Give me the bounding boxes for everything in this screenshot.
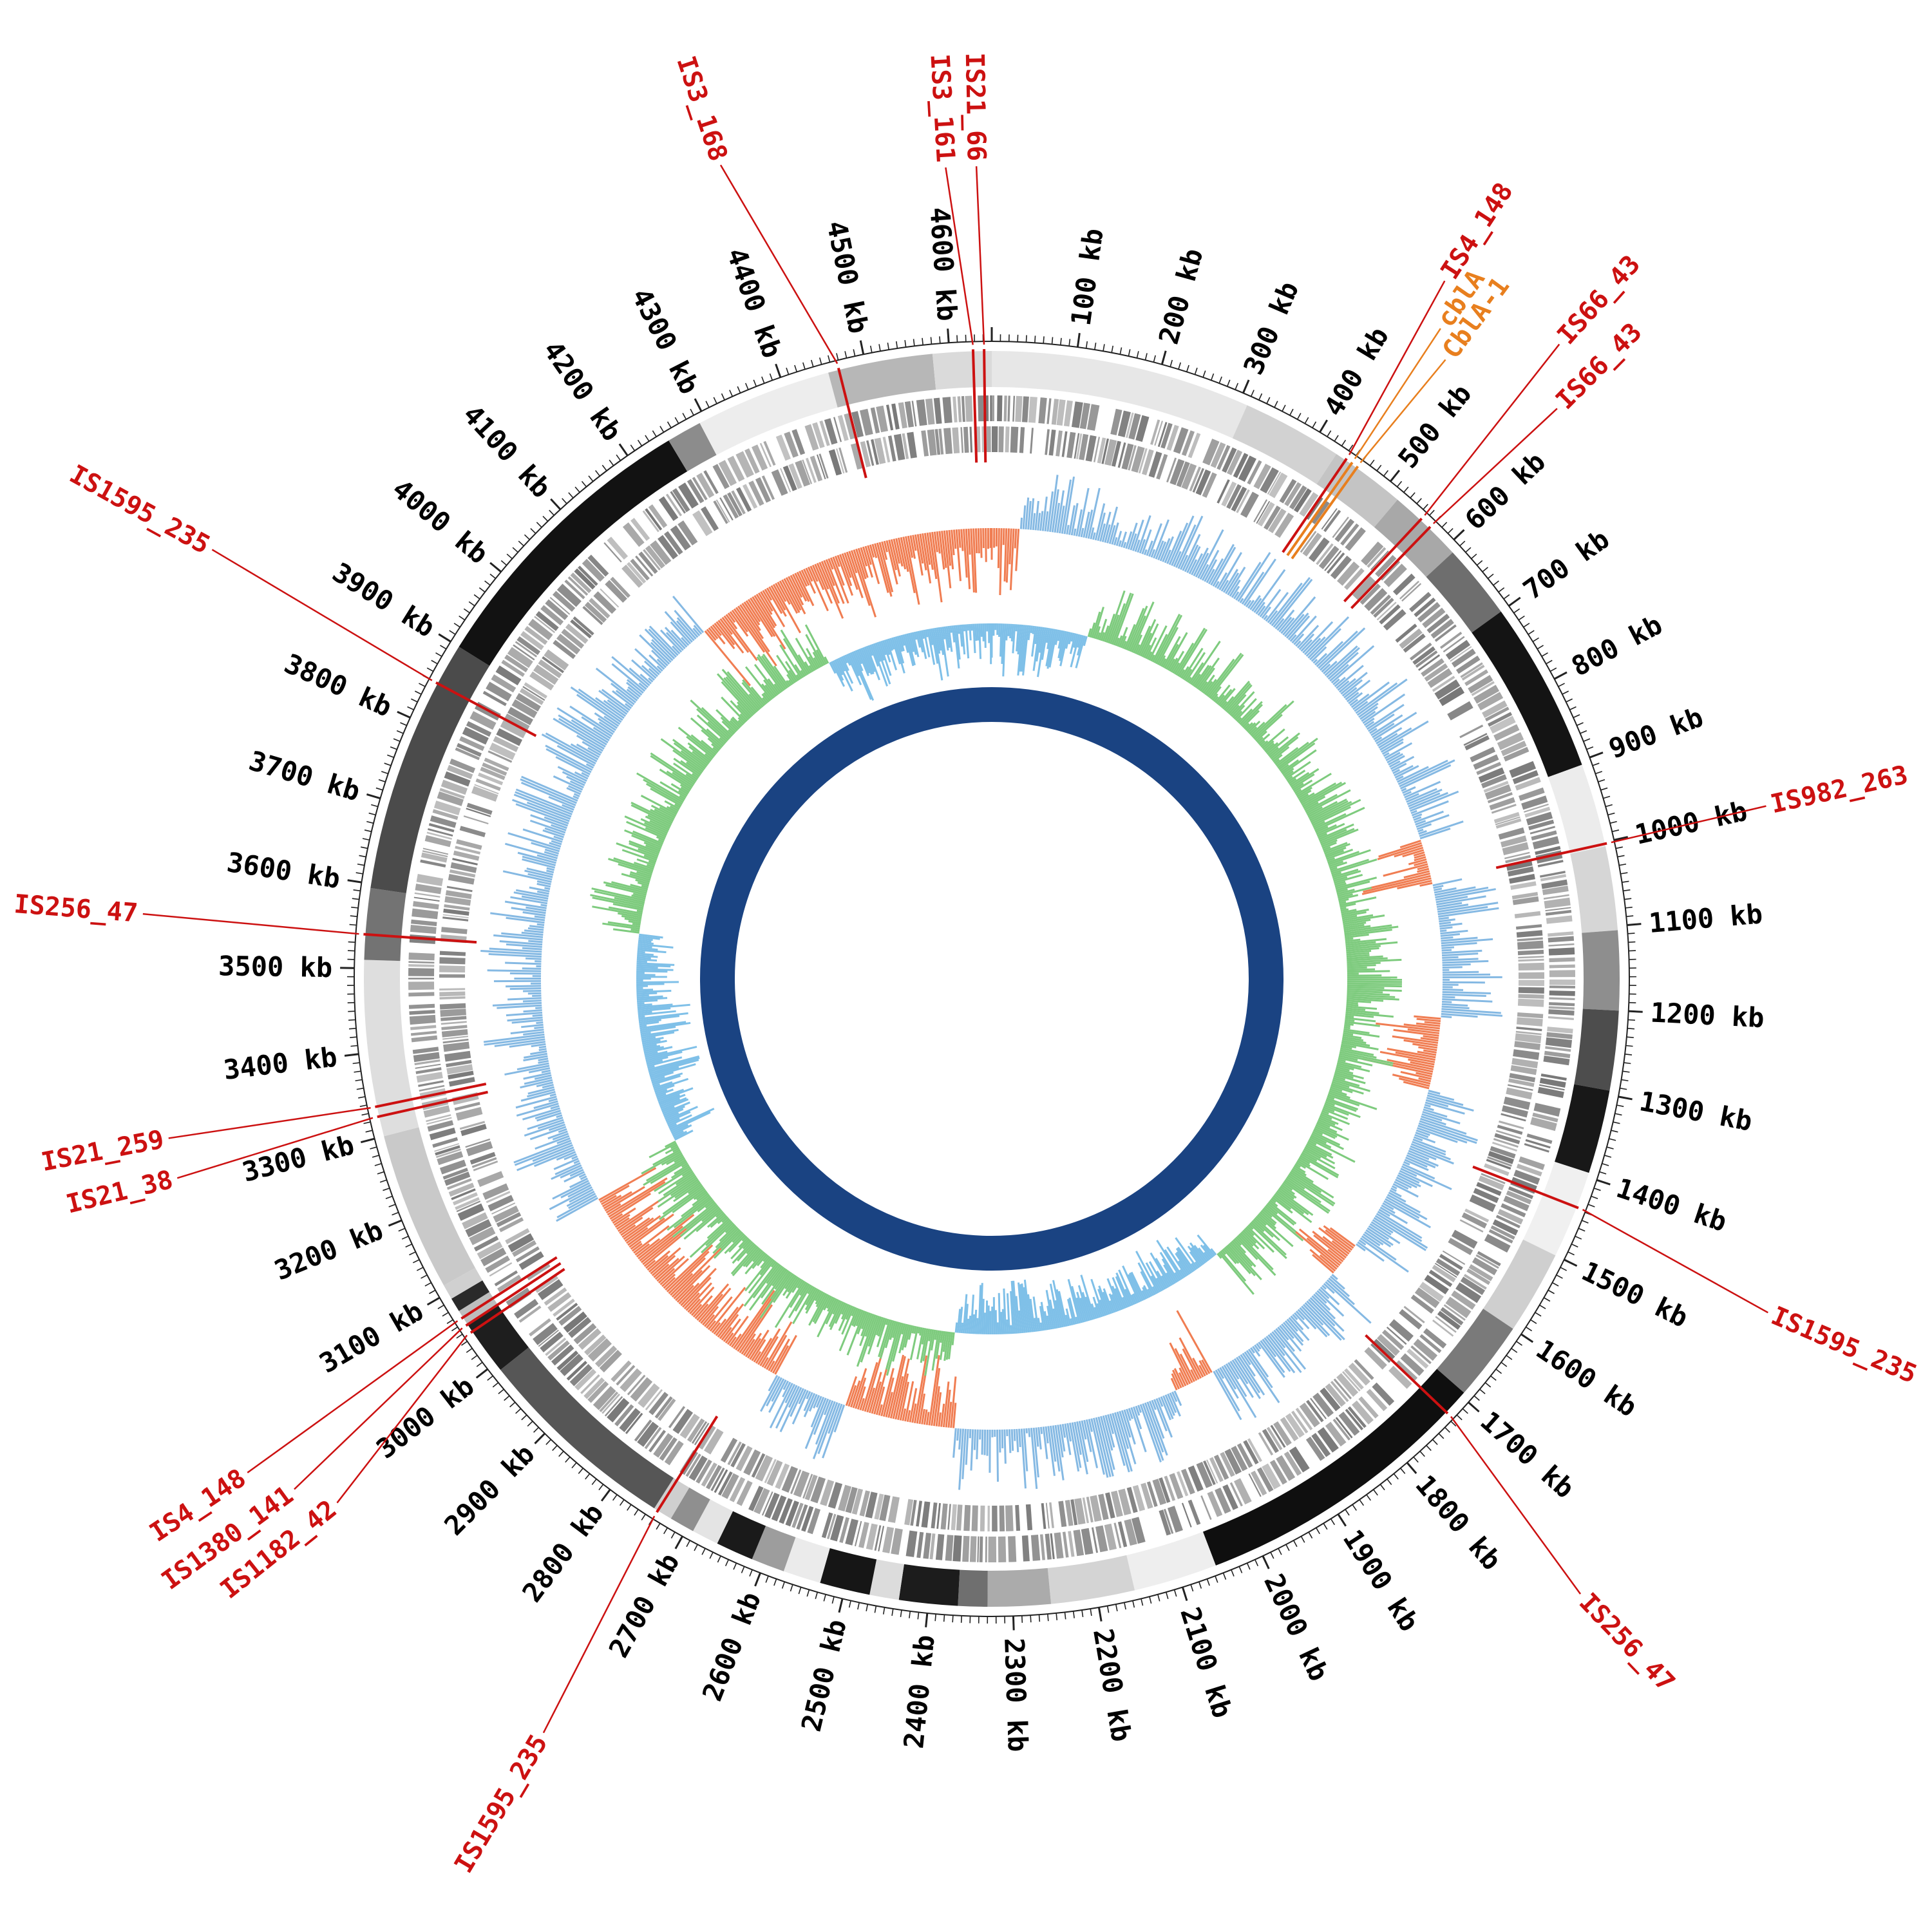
svg-text:4000 kb: 4000 kb	[386, 473, 495, 570]
svg-text:IS1595_235: IS1595_235	[1767, 1301, 1921, 1389]
svg-text:1900 kb: 1900 kb	[1337, 1524, 1425, 1636]
svg-text:IS982_263: IS982_263	[1768, 760, 1911, 819]
svg-text:2300 kb: 2300 kb	[998, 1638, 1034, 1753]
svg-text:3500 kb: 3500 kb	[218, 950, 333, 983]
svg-text:2700 kb: 2700 kb	[603, 1548, 686, 1663]
svg-text:900 kb: 900 kb	[1605, 701, 1707, 765]
svg-text:4500 kb: 4500 kb	[820, 218, 875, 336]
svg-text:3400 kb: 3400 kb	[222, 1041, 339, 1086]
svg-text:3600 kb: 3600 kb	[225, 846, 342, 895]
svg-text:IS21_259: IS21_259	[39, 1124, 166, 1177]
svg-text:1400 kb: 1400 kb	[1613, 1172, 1730, 1238]
svg-text:2900 kb: 2900 kb	[438, 1438, 540, 1542]
svg-text:1700 kb: 1700 kb	[1474, 1405, 1580, 1504]
svg-text:3900 kb: 3900 kb	[327, 556, 440, 643]
svg-text:300 kb: 300 kb	[1237, 277, 1305, 379]
svg-text:2200 kb: 2200 kb	[1087, 1626, 1137, 1744]
svg-text:4600 kb: 4600 kb	[923, 206, 963, 322]
svg-text:1300 kb: 1300 kb	[1637, 1085, 1755, 1137]
svg-text:500 kb: 500 kb	[1392, 378, 1477, 474]
svg-text:IS1595_235: IS1595_235	[449, 1730, 554, 1879]
svg-text:4300 kb: 4300 kb	[625, 283, 705, 399]
svg-text:1500 kb: 1500 kb	[1577, 1255, 1694, 1334]
svg-text:2800 kb: 2800 kb	[516, 1498, 609, 1608]
svg-text:IS1595_235: IS1595_235	[64, 459, 214, 560]
svg-text:3100 kb: 3100 kb	[314, 1295, 429, 1379]
svg-text:2600 kb: 2600 kb	[696, 1587, 767, 1705]
svg-text:IS256_47: IS256_47	[1573, 1587, 1680, 1698]
svg-text:2000 kb: 2000 kb	[1258, 1569, 1335, 1685]
svg-text:2500 kb: 2500 kb	[795, 1616, 853, 1735]
svg-text:1800 kb: 1800 kb	[1409, 1469, 1507, 1576]
svg-text:1200 kb: 1200 kb	[1649, 996, 1765, 1034]
svg-text:800 kb: 800 kb	[1566, 609, 1667, 683]
svg-text:IS21_66: IS21_66	[960, 52, 991, 161]
svg-text:2400 kb: 2400 kb	[898, 1633, 941, 1750]
svg-text:4200 kb: 4200 kb	[537, 335, 628, 446]
svg-text:3800 kb: 3800 kb	[279, 647, 397, 723]
svg-text:100 kb: 100 kb	[1065, 227, 1110, 328]
svg-text:200 kb: 200 kb	[1153, 245, 1209, 347]
svg-text:400 kb: 400 kb	[1318, 321, 1395, 421]
svg-text:3200 kb: 3200 kb	[270, 1214, 387, 1286]
svg-text:1600 kb: 1600 kb	[1531, 1333, 1643, 1423]
svg-text:IS256_47: IS256_47	[13, 889, 139, 929]
svg-text:600 kb: 600 kb	[1459, 446, 1551, 536]
svg-text:IS21_38: IS21_38	[63, 1165, 176, 1220]
svg-text:IS3_161: IS3_161	[924, 53, 960, 163]
svg-text:3300 kb: 3300 kb	[239, 1129, 357, 1188]
svg-text:1000 kb: 1000 kb	[1632, 795, 1750, 850]
svg-text:IS4_148: IS4_148	[1435, 178, 1519, 285]
svg-text:2100 kb: 2100 kb	[1174, 1604, 1238, 1722]
svg-text:3000 kb: 3000 kb	[370, 1370, 480, 1464]
svg-text:3700 kb: 3700 kb	[245, 744, 364, 807]
svg-text:4100 kb: 4100 kb	[457, 399, 557, 504]
svg-text:IS3_168: IS3_168	[670, 52, 733, 164]
svg-text:700 kb: 700 kb	[1517, 523, 1615, 606]
svg-text:1100 kb: 1100 kb	[1647, 898, 1764, 939]
